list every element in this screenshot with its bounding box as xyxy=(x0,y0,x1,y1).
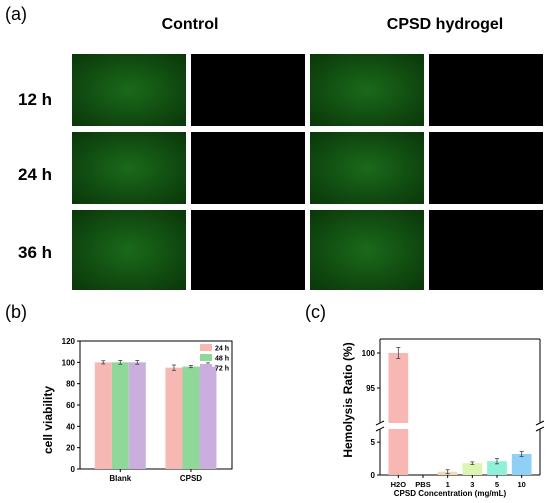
column-title-cpsd-hydrogel: CPSD hydrogel xyxy=(386,16,504,33)
chart-c-xtick-label: 3 xyxy=(470,480,474,489)
chart-b-legend-label: 24 h xyxy=(215,346,229,353)
panel-label-a: (a) xyxy=(5,4,27,24)
chart-b-bar xyxy=(128,362,146,469)
chart-b-legend-label: 72 h xyxy=(215,366,229,373)
chart-b-xtick-label: Blank xyxy=(109,474,131,483)
chart-b-xtick-label: CPSD xyxy=(180,474,202,483)
row-label-36h: 36 h xyxy=(18,243,53,262)
chart-b-bar xyxy=(94,362,112,469)
chart-c-ytick-label: 100 xyxy=(362,349,376,358)
micrograph-cpsd-24h xyxy=(310,132,424,204)
chart-b-bar xyxy=(111,362,129,469)
micrograph-cpsd-24h-dead xyxy=(429,132,543,204)
chart-c-bar-lower xyxy=(388,429,409,475)
chart-c-ylabel: Hemolysis Ratio (%) xyxy=(341,342,355,457)
chart-b-ytick-label: 80 xyxy=(66,380,75,389)
chart-c-ytick-label: 0 xyxy=(371,471,376,480)
chart-b-ytick-label: 40 xyxy=(66,422,75,431)
chart-c-xtick-label: 5 xyxy=(495,480,499,489)
panel-label-b: (b) xyxy=(5,302,27,322)
chart-b-ytick-label: 100 xyxy=(62,358,76,367)
micrograph-cpsd-12h-dead xyxy=(429,54,543,126)
chart-c-xlabel: CPSD Concentration (mg/mL) xyxy=(394,489,507,498)
panel-label-c: (c) xyxy=(305,302,326,322)
chart-b-ytick-label: 120 xyxy=(62,337,76,346)
chart-c-axis-break-mark xyxy=(535,426,545,432)
chart-c-bar xyxy=(462,463,483,475)
hemolysis-chart: Hemolysis Ratio (%) CPSD Concentration (… xyxy=(341,338,545,498)
chart-b-bar xyxy=(199,366,217,469)
chart-c-axis-break-mark xyxy=(535,420,545,426)
micrograph-control-12h-dead xyxy=(191,54,305,126)
micrograph-cpsd-36h xyxy=(310,210,424,290)
row-label-12h: 12 h xyxy=(18,90,53,109)
chart-c-ytick-label: 5 xyxy=(371,438,376,447)
chart-b-ylabel: cell viability xyxy=(41,386,55,454)
chart-c-xtick-label: PBS xyxy=(415,480,430,489)
chart-b-legend-swatch xyxy=(200,344,212,351)
chart-c-axis-break-mark xyxy=(375,426,385,432)
chart-b-legend-swatch xyxy=(200,354,212,361)
micrograph-control-24h xyxy=(72,132,186,204)
micrograph-cpsd-12h xyxy=(310,54,424,126)
chart-c-bar xyxy=(487,461,507,475)
column-title-control: Control xyxy=(161,16,219,33)
chart-b-ytick-label: 20 xyxy=(66,444,75,453)
micrograph-cpsd-36h-dead xyxy=(429,210,543,290)
micrograph-control-12h xyxy=(72,54,186,126)
chart-c-ytick-label: 95 xyxy=(366,384,375,393)
micrograph-control-36h xyxy=(72,210,186,290)
chart-c-xtick-label: H2O xyxy=(391,480,407,489)
chart-c-xtick-label: 1 xyxy=(446,480,450,489)
chart-b-ytick-label: 0 xyxy=(71,465,76,474)
chart-b-bar xyxy=(182,366,200,469)
chart-b-legend-label: 48 h xyxy=(215,356,229,363)
row-label-24h: 24 h xyxy=(18,165,53,184)
chart-c-bar-upper xyxy=(388,353,409,423)
chart-b-bar xyxy=(165,367,183,469)
micrograph-control-36h-dead xyxy=(191,210,305,290)
chart-c-axis-break-mark xyxy=(375,420,385,426)
chart-c-xtick-label: 10 xyxy=(517,480,525,489)
micrograph-control-24h-dead xyxy=(191,132,305,204)
chart-b-legend-swatch xyxy=(200,364,212,371)
chart-b-ytick-label: 60 xyxy=(66,401,75,410)
chart-c-bar xyxy=(511,453,532,475)
